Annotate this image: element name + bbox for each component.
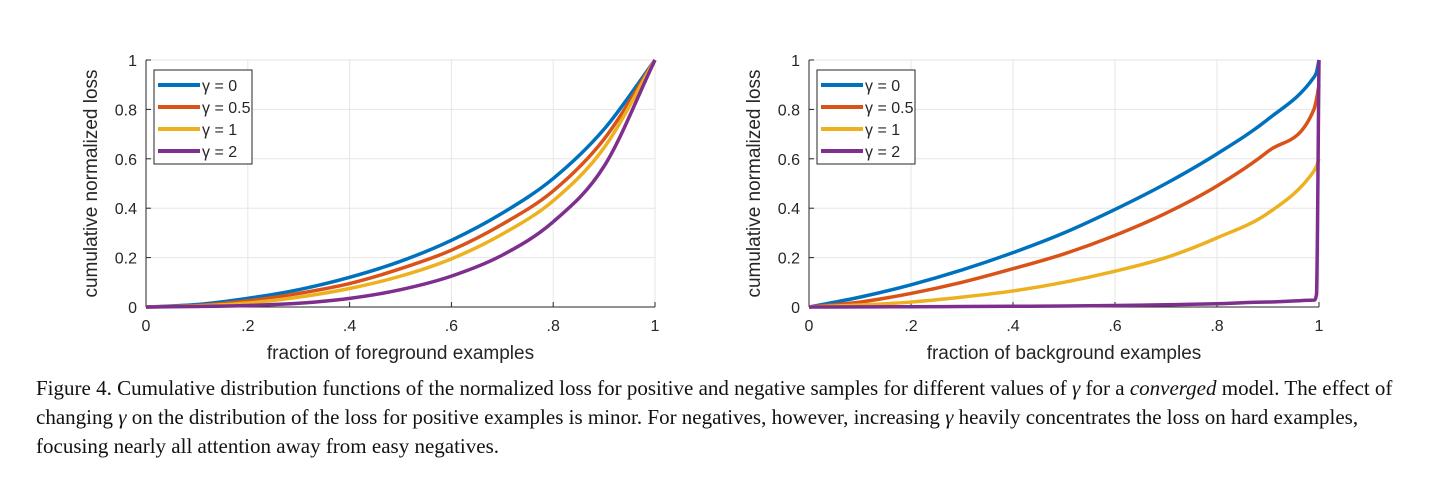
caption-part5: heavily concentrates the loss on hard ex… xyxy=(36,405,1359,458)
x-tick-label: .6 xyxy=(445,318,458,335)
series-line-3 xyxy=(808,158,1321,309)
y-axis-label: cumulative normalized loss xyxy=(744,69,765,297)
legend-box xyxy=(816,69,916,165)
legend-entry-2: γ = 0.5 xyxy=(865,100,914,117)
caption-gamma-1: γ xyxy=(1071,376,1081,400)
x-tick-label: .2 xyxy=(904,318,917,335)
x-tick-label: .4 xyxy=(1006,318,1019,335)
y-tick-label: 0.8 xyxy=(778,102,800,119)
series-line-1 xyxy=(145,58,657,309)
x-axis-label: fraction of foreground examples xyxy=(267,343,534,364)
x-tick-label: .2 xyxy=(241,318,254,335)
legend-entry-1: γ = 0 xyxy=(202,78,237,95)
y-tick-label: 1 xyxy=(791,53,800,70)
y-tick-label: 0.2 xyxy=(115,251,137,268)
legend-entry-2: γ = 0.5 xyxy=(202,100,251,117)
x-axis-label: fraction of background examples xyxy=(927,343,1202,364)
series-line-4 xyxy=(145,59,657,309)
y-tick-label: 1 xyxy=(128,53,137,70)
caption-gamma-2: γ xyxy=(118,405,127,429)
y-tick-label: 0 xyxy=(128,300,137,317)
legend-entry-4: γ = 2 xyxy=(202,144,237,161)
legend-entry-3: γ = 1 xyxy=(865,122,900,139)
series-line-1 xyxy=(808,59,1321,309)
caption-emphasis: converged xyxy=(1129,376,1217,400)
x-tick-label: .4 xyxy=(343,318,356,335)
x-tick-label: 1 xyxy=(651,318,660,335)
y-tick-label: 0.6 xyxy=(778,152,800,169)
x-tick-label: 0 xyxy=(142,318,151,335)
y-tick-label: 0.2 xyxy=(778,251,800,268)
caption-part3: model. The effect of changing xyxy=(36,376,1393,429)
series-line-4 xyxy=(808,59,1321,309)
caption-part4: on the distribution of the loss for posi… xyxy=(126,405,946,429)
x-tick-label: .8 xyxy=(1210,318,1223,335)
y-tick-label: 0.6 xyxy=(115,152,137,169)
series-line-2 xyxy=(808,84,1321,309)
caption-part2: for a xyxy=(1080,376,1130,400)
y-tick-label: 0.4 xyxy=(115,201,137,218)
x-tick-label: 1 xyxy=(1315,318,1324,335)
x-tick-label: .8 xyxy=(547,318,560,335)
legend-entry-1: γ = 0 xyxy=(865,78,900,95)
figure-caption: Figure 4. Cumulative distribution functi… xyxy=(36,374,1416,461)
y-axis-label: cumulative normalized loss xyxy=(81,69,102,297)
caption-gamma-3: γ xyxy=(945,405,954,429)
series-line-3 xyxy=(145,59,657,309)
legend-entry-4: γ = 2 xyxy=(865,144,900,161)
y-tick-label: 0.4 xyxy=(778,201,800,218)
x-tick-label: .6 xyxy=(1108,318,1121,335)
series-line-2 xyxy=(145,59,657,309)
legend-entry-3: γ = 1 xyxy=(202,122,237,139)
caption-label: Figure 4. xyxy=(36,376,112,400)
x-tick-label: 0 xyxy=(805,318,814,335)
caption-part1: Cumulative distribution functions of the… xyxy=(111,376,1072,400)
y-tick-label: 0 xyxy=(791,300,800,317)
y-tick-label: 0.8 xyxy=(115,102,137,119)
legend: γ = 0 γ = 0.5 γ = 1 γ = 2 xyxy=(153,69,253,165)
legend: γ = 0 γ = 0.5 γ = 1 γ = 2 xyxy=(816,69,916,165)
